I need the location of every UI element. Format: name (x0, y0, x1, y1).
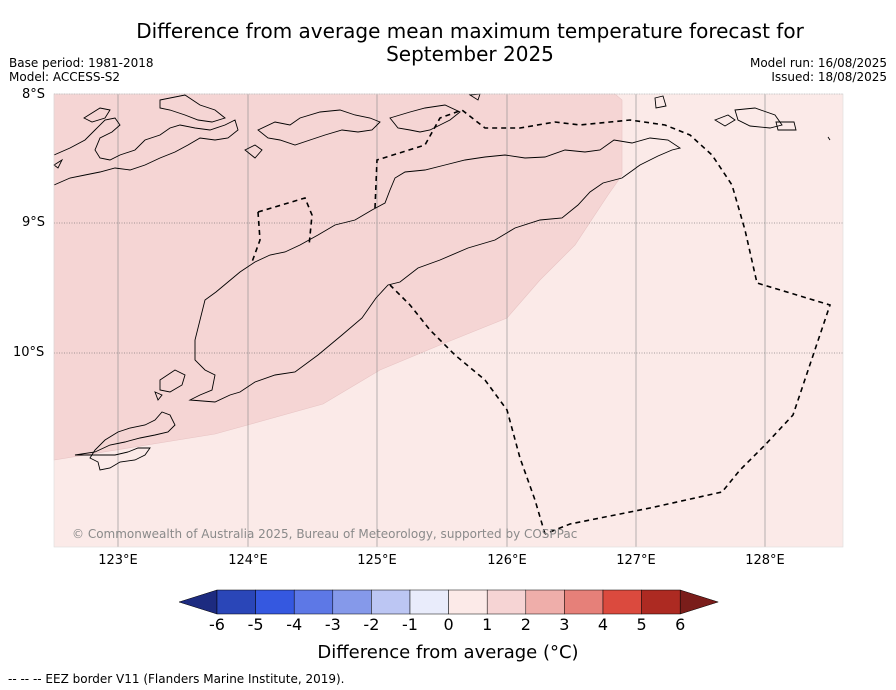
colorbar-cell (602, 589, 642, 615)
solor-coastline (159, 94, 226, 123)
lat-label-10s: 10°S (13, 345, 45, 360)
meridians (117, 94, 766, 547)
colorbar-label: Difference from average (°C) (317, 642, 579, 663)
map-panel[interactable] (0, 0, 896, 600)
eez-border (251, 109, 832, 535)
coastlines (53, 93, 831, 471)
map-title: Difference from average mean maximum tem… (50, 20, 890, 66)
alor-coastline (389, 104, 461, 133)
lon-label-124e: 124°E (228, 553, 268, 568)
lon-label-125e: 125°E (357, 553, 397, 568)
timor-coastline (188, 137, 682, 403)
colorbar-cell (293, 589, 334, 615)
colorbar-cell (409, 589, 449, 615)
islet-1 (53, 158, 64, 169)
colorbar-arrow-low (178, 589, 218, 615)
model-name: Model: ACCESS-S2 (9, 70, 121, 84)
colorbar-tick-label: 0 (443, 615, 454, 634)
colorbar-tick-label: 1 (482, 615, 493, 634)
flores-coastline (53, 117, 239, 186)
lon-label-123e: 123°E (98, 553, 138, 568)
rote-island-coastline (74, 411, 176, 471)
colorbar-tick-label: 4 (597, 615, 609, 634)
colorbar-cell (255, 589, 295, 615)
small-island-1 (654, 95, 667, 109)
lon-label-127e: 127°E (616, 553, 656, 568)
pantar-coastline (244, 144, 263, 159)
small-island-3 (734, 107, 783, 129)
title-line-1: Difference from average mean maximum tem… (136, 19, 804, 43)
model-run: Model run: 16/08/2025 (749, 56, 887, 70)
title-line-2: September 2025 (386, 42, 554, 66)
copyright-notice: © Commonwealth of Australia 2025, Bureau… (72, 527, 578, 541)
colorbar-tick-label: 5 (636, 615, 647, 634)
atauro-coastline (83, 107, 111, 123)
colorbar-cell (448, 589, 488, 615)
lon-label-128e: 128°E (745, 553, 785, 568)
colorbar-tick-label: -2 (363, 615, 380, 634)
lembata-coastline (257, 109, 381, 146)
colorbar-cell (525, 589, 565, 615)
base-period: Base period: 1981-2018 (9, 56, 154, 70)
map-frame (53, 93, 844, 548)
colorbar-cell (564, 589, 604, 615)
rote-coastline (159, 369, 186, 393)
lat-label-9s: 9°S (22, 215, 46, 230)
eez-legend-note: -- -- -- EEZ border V11 (Flanders Marine… (8, 672, 345, 686)
small-island-2 (713, 114, 736, 127)
colorbar-cells (178, 589, 720, 615)
colorbar-cell (371, 589, 411, 615)
meta-left: Base period: 1981-2018 Model: ACCESS-S2 (9, 56, 154, 84)
issued-date: Issued: 18/08/2025 (771, 70, 887, 84)
colorbar-tick-label: 6 (675, 615, 686, 634)
colorbar-cell (332, 589, 372, 615)
lat-label-8s: 8°S (22, 87, 46, 102)
colorbar-cell (641, 589, 681, 615)
semau-coastline (154, 391, 163, 401)
meta-right: Model run: 16/08/2025 Issued: 18/08/2025 (750, 56, 887, 84)
colorbar-cell (486, 589, 527, 615)
small-island-4 (775, 121, 797, 131)
colorbar-tick-label: -3 (324, 615, 341, 634)
colorbar-tick-label: -4 (286, 615, 303, 634)
colorbar-tick-label: -1 (402, 615, 418, 634)
colorbar-cell (216, 589, 256, 615)
islet-2 (827, 136, 831, 141)
wetar-coastline (468, 93, 481, 101)
colorbar-tick-label: -5 (247, 615, 264, 634)
colorbar-tick-label: 3 (559, 615, 570, 634)
colorbar-tick-label: 2 (520, 615, 531, 634)
lon-label-126e: 126°E (487, 553, 527, 568)
anomaly-field-1-2 (53, 93, 623, 461)
colorbar-arrow-high (679, 589, 720, 615)
colorbar-tick-label: -6 (209, 615, 225, 634)
